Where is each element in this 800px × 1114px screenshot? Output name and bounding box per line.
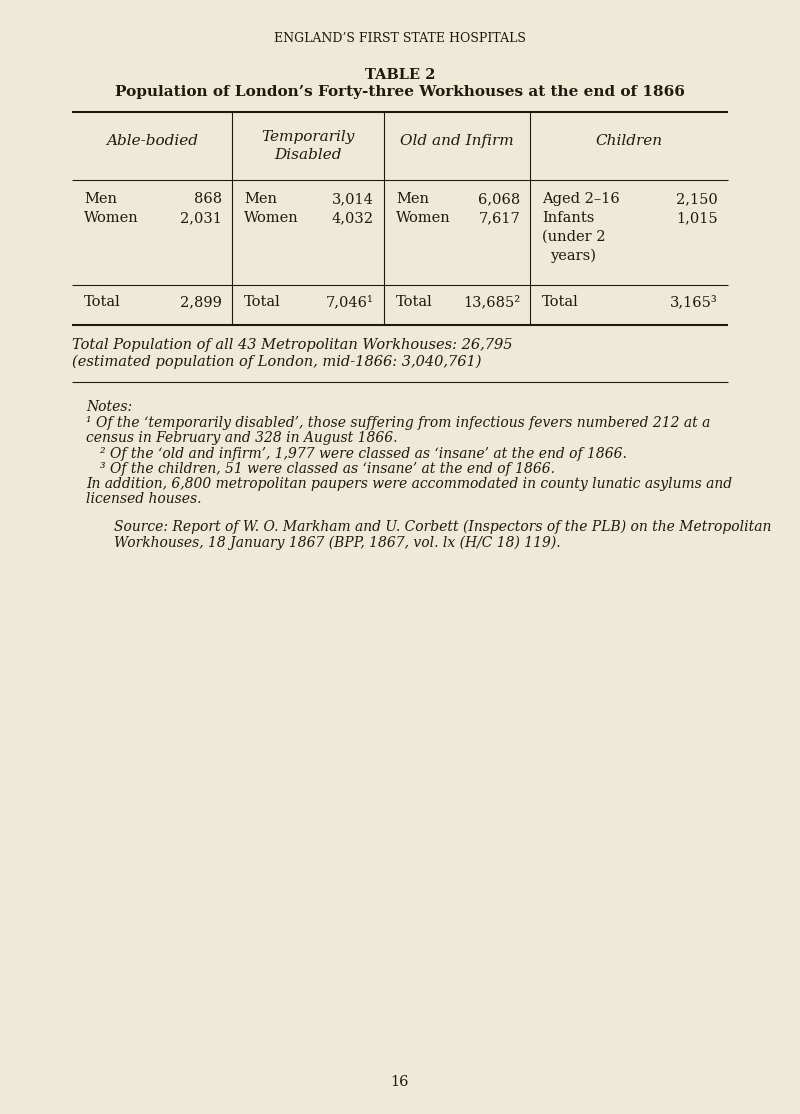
Text: 6,068: 6,068 <box>478 192 520 206</box>
Text: Aged 2–16: Aged 2–16 <box>542 192 620 206</box>
Text: 3,165³: 3,165³ <box>670 295 718 309</box>
Text: Men: Men <box>396 192 429 206</box>
Text: Men: Men <box>84 192 117 206</box>
Text: 2,031: 2,031 <box>180 211 222 225</box>
Text: Notes:: Notes: <box>86 400 132 414</box>
Text: years): years) <box>550 250 596 263</box>
Text: census in February and 328 in August 1866.: census in February and 328 in August 186… <box>86 431 398 444</box>
Text: 7,617: 7,617 <box>478 211 520 225</box>
Text: Temporarily: Temporarily <box>262 130 354 144</box>
Text: Workhouses, 18 January 1867 (BPP, 1867, vol. lx (H/C 18) 119).: Workhouses, 18 January 1867 (BPP, 1867, … <box>114 536 561 550</box>
Text: 2,899: 2,899 <box>180 295 222 309</box>
Text: ³ Of the children, 51 were classed as ‘insane’ at the end of 1866.: ³ Of the children, 51 were classed as ‘i… <box>100 462 555 476</box>
Text: In addition, 6,800 metropolitan paupers were accommodated in county lunatic asyl: In addition, 6,800 metropolitan paupers … <box>86 477 732 491</box>
Text: 3,014: 3,014 <box>332 192 374 206</box>
Text: Total Population of all 43 Metropolitan Workhouses: 26,795: Total Population of all 43 Metropolitan … <box>72 338 513 352</box>
Text: 13,685²: 13,685² <box>463 295 520 309</box>
Text: licensed houses.: licensed houses. <box>86 492 202 506</box>
Text: Total: Total <box>84 295 121 309</box>
Text: TABLE 2: TABLE 2 <box>365 68 435 82</box>
Text: Old and Infirm: Old and Infirm <box>400 134 514 148</box>
Text: 4,032: 4,032 <box>332 211 374 225</box>
Text: 868: 868 <box>194 192 222 206</box>
Text: 2,150: 2,150 <box>676 192 718 206</box>
Text: Women: Women <box>244 211 298 225</box>
Text: (under 2: (under 2 <box>542 229 606 244</box>
Text: Children: Children <box>595 134 662 148</box>
Text: ENGLAND’S FIRST STATE HOSPITALS: ENGLAND’S FIRST STATE HOSPITALS <box>274 32 526 45</box>
Text: 7,046¹: 7,046¹ <box>326 295 374 309</box>
Text: Total: Total <box>396 295 433 309</box>
Text: ¹ Of the ‘temporarily disabled’, those suffering from infectious fevers numbered: ¹ Of the ‘temporarily disabled’, those s… <box>86 416 710 430</box>
Text: Women: Women <box>84 211 138 225</box>
Text: Source: Report of W. O. Markham and U. Corbett (Inspectors of the PLB) on the Me: Source: Report of W. O. Markham and U. C… <box>114 520 771 535</box>
Text: Women: Women <box>396 211 450 225</box>
Text: ² Of the ‘old and infirm’, 1,977 were classed as ‘insane’ at the end of 1866.: ² Of the ‘old and infirm’, 1,977 were cl… <box>100 447 627 461</box>
Text: 16: 16 <box>390 1075 410 1089</box>
Text: Population of London’s Forty-three Workhouses at the end of 1866: Population of London’s Forty-three Workh… <box>115 85 685 99</box>
Text: (estimated population of London, mid-1866: 3,040,761): (estimated population of London, mid-186… <box>72 355 482 370</box>
Text: Infants: Infants <box>542 211 594 225</box>
Text: Men: Men <box>244 192 277 206</box>
Text: Total: Total <box>542 295 578 309</box>
Text: Disabled: Disabled <box>274 148 342 162</box>
Text: 1,015: 1,015 <box>676 211 718 225</box>
Text: Total: Total <box>244 295 281 309</box>
Text: Able-bodied: Able-bodied <box>106 134 198 148</box>
